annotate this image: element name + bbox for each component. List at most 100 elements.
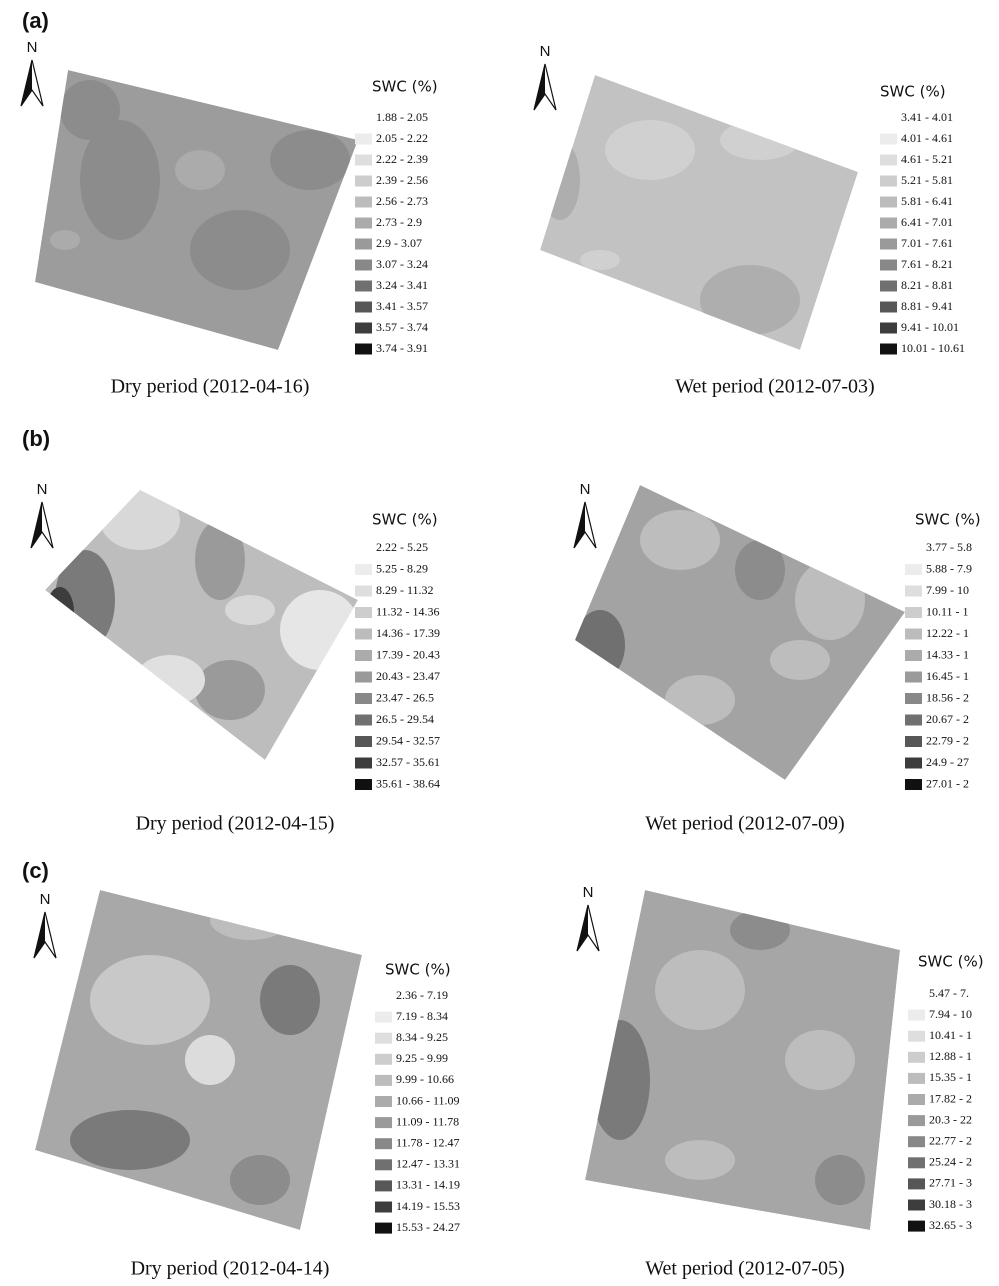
legend-swatch bbox=[905, 586, 922, 597]
map-zone bbox=[605, 120, 695, 180]
legend-swatch bbox=[375, 1223, 392, 1234]
legend-swatch bbox=[908, 1052, 925, 1063]
legend-item: 3.77 - 5.8 bbox=[926, 540, 972, 554]
legend-item: 3.41 - 4.01 bbox=[901, 110, 953, 124]
legend-item: 20.3 - 22 bbox=[929, 1112, 972, 1126]
legend-item: 2.56 - 2.73 bbox=[376, 194, 428, 208]
map-caption: Wet period (2012-07-05) bbox=[645, 1258, 844, 1280]
legend-item: 5.81 - 6.41 bbox=[901, 194, 953, 208]
legend-item: 2.22 - 2.39 bbox=[376, 152, 428, 166]
legend-swatch bbox=[880, 176, 897, 187]
legend-swatch bbox=[375, 1159, 392, 1170]
north-label: N bbox=[580, 481, 591, 498]
legend-swatch bbox=[905, 607, 922, 618]
legend-swatch bbox=[880, 197, 897, 208]
legend-item: 7.19 - 8.34 bbox=[396, 1009, 448, 1023]
legend-item: 14.36 - 17.39 bbox=[376, 626, 440, 640]
legend-item: 32.65 - 3 bbox=[929, 1218, 972, 1232]
panel-label: (c) bbox=[22, 858, 49, 883]
legend-item: 7.94 - 10 bbox=[929, 1007, 972, 1021]
legend-item: 2.05 - 2.22 bbox=[376, 131, 428, 145]
legend-item: 5.88 - 7.9 bbox=[926, 561, 972, 575]
legend-item: 10.41 - 1 bbox=[929, 1028, 972, 1042]
legend-item: 25.24 - 2 bbox=[929, 1155, 972, 1169]
legend-item: 6.41 - 7.01 bbox=[901, 215, 953, 229]
legend-item: 9.99 - 10.66 bbox=[396, 1072, 454, 1086]
legend-swatch bbox=[880, 344, 897, 355]
legend-swatch bbox=[375, 1054, 392, 1065]
legend-swatch bbox=[375, 1180, 392, 1191]
legend-swatch bbox=[908, 1115, 925, 1126]
legend-item: 4.01 - 4.61 bbox=[901, 131, 953, 145]
legend-swatch bbox=[908, 1200, 925, 1211]
legend-item: 11.78 - 12.47 bbox=[396, 1135, 460, 1149]
legend-item: 12.47 - 13.31 bbox=[396, 1157, 460, 1171]
map bbox=[575, 485, 905, 780]
north-label: N bbox=[27, 39, 38, 56]
map-zone bbox=[665, 675, 735, 725]
legend-swatch bbox=[905, 650, 922, 661]
map-zone bbox=[225, 595, 275, 625]
map-zone bbox=[640, 510, 720, 570]
map-caption: Wet period (2012-07-09) bbox=[645, 813, 844, 835]
map bbox=[45, 490, 360, 760]
map-caption: Dry period (2012-04-14) bbox=[131, 1258, 330, 1280]
legend-item: 29.54 - 32.57 bbox=[376, 733, 440, 747]
legend-item: 26.5 - 29.54 bbox=[376, 712, 434, 726]
map-zone bbox=[730, 910, 790, 950]
north-label: N bbox=[583, 884, 594, 901]
legend-swatch bbox=[355, 650, 372, 661]
legend-swatch bbox=[355, 344, 372, 355]
map-zone bbox=[50, 230, 80, 250]
legend-item: 17.39 - 20.43 bbox=[376, 647, 440, 661]
panel-label: (a) bbox=[22, 8, 49, 33]
legend-item: 35.61 - 38.64 bbox=[376, 776, 440, 790]
legend-swatch bbox=[355, 302, 372, 313]
legend-item: 20.43 - 23.47 bbox=[376, 669, 440, 683]
map bbox=[585, 890, 900, 1230]
map-zone bbox=[580, 250, 620, 270]
legend-item: 5.47 - 7. bbox=[929, 986, 969, 1000]
legend-item: 3.74 - 3.91 bbox=[376, 341, 428, 355]
map-zone bbox=[815, 1155, 865, 1205]
legend-swatch bbox=[355, 736, 372, 747]
legend-swatch bbox=[355, 586, 372, 597]
map-zone bbox=[185, 1035, 235, 1085]
legend-swatch bbox=[375, 1117, 392, 1128]
legend-swatch bbox=[355, 323, 372, 334]
map-area bbox=[540, 75, 858, 350]
legend-swatch bbox=[908, 1094, 925, 1105]
legend-item: 1.88 - 2.05 bbox=[376, 110, 428, 124]
legend-swatch bbox=[880, 302, 897, 313]
map-zone bbox=[70, 1110, 190, 1170]
legend-swatch bbox=[905, 693, 922, 704]
legend-item: 32.57 - 35.61 bbox=[376, 755, 440, 769]
legend-item: 10.01 - 10.61 bbox=[901, 341, 965, 355]
legend-item: 7.99 - 10 bbox=[926, 583, 969, 597]
legend-swatch bbox=[355, 693, 372, 704]
legend-item: 30.18 - 3 bbox=[929, 1197, 972, 1211]
legend-swatch bbox=[880, 323, 897, 334]
legend-item: 12.22 - 1 bbox=[926, 626, 969, 640]
legend-swatch bbox=[905, 736, 922, 747]
legend-item: 2.22 - 5.25 bbox=[376, 540, 428, 554]
legend-item: 8.81 - 9.41 bbox=[901, 299, 953, 313]
legend-swatch bbox=[355, 779, 372, 790]
legend-swatch bbox=[375, 1012, 392, 1023]
legend-swatch bbox=[355, 134, 372, 145]
legend-item: 24.9 - 27 bbox=[926, 755, 969, 769]
legend-item: 3.41 - 3.57 bbox=[376, 299, 428, 313]
legend-item: 18.56 - 2 bbox=[926, 690, 969, 704]
legend-item: 11.32 - 14.36 bbox=[376, 604, 440, 618]
legend-title: SWC (%) bbox=[918, 953, 984, 971]
map-zone bbox=[60, 80, 120, 140]
map-zone bbox=[770, 640, 830, 680]
panel-label: (b) bbox=[22, 426, 50, 451]
figure: (a) N SWC (%) 1.88 - 2.05 2.05 - 2.22 2.22 - … bbox=[0, 0, 999, 1286]
legend-item: 8.34 - 9.25 bbox=[396, 1030, 448, 1044]
legend-item: 17.82 - 2 bbox=[929, 1091, 972, 1105]
map-zone bbox=[175, 150, 225, 190]
legend-item: 2.36 - 7.19 bbox=[396, 988, 448, 1002]
map-zone bbox=[785, 1030, 855, 1090]
map-zone bbox=[90, 955, 210, 1045]
